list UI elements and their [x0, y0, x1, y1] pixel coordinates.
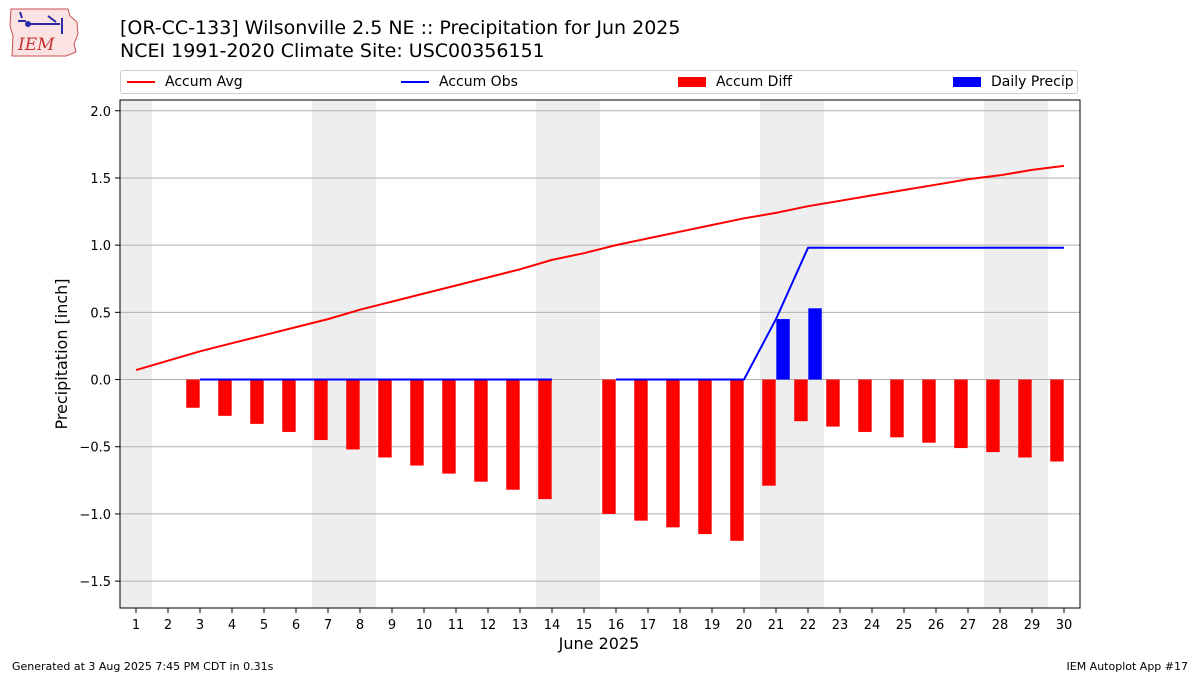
x-tick-label: 11	[448, 618, 465, 633]
x-tick-label: 4	[228, 618, 236, 633]
accum-diff-bar	[378, 379, 392, 458]
x-tick-label: 17	[640, 618, 657, 633]
legend-item-daily-precip: Daily Precip	[953, 71, 1074, 93]
y-tick-label: 2.0	[90, 105, 111, 120]
x-tick-label: 2	[164, 618, 172, 633]
x-tick-label: 21	[768, 618, 785, 633]
y-tick-label: −0.5	[79, 441, 111, 456]
x-tick-label: 16	[608, 618, 625, 633]
accum-diff-bar	[186, 379, 200, 408]
legend-item-accum-obs: Accum Obs	[401, 71, 518, 93]
x-tick-label: 22	[800, 618, 817, 633]
weekend-band	[1016, 100, 1048, 608]
accum-diff-bar	[602, 379, 616, 514]
accum-diff-bar	[1018, 379, 1032, 458]
accum-diff-bar	[218, 379, 232, 416]
plot-frame	[119, 99, 1081, 609]
legend-item-accum-diff: Accum Diff	[678, 71, 792, 93]
y-tick-label: 1.0	[90, 239, 111, 254]
x-tick-label: 29	[1024, 618, 1041, 633]
x-tick-label: 7	[324, 618, 332, 633]
accum-avg-line	[135, 164, 1065, 372]
accum-diff-bar	[1050, 379, 1064, 462]
x-tick-label: 10	[416, 618, 433, 633]
accum-diff-bar	[474, 379, 488, 482]
accum-diff-bar	[730, 379, 744, 541]
accum-diff-bar	[314, 379, 328, 441]
accum-diff-bar	[794, 379, 808, 422]
legend-swatch-daily-precip	[953, 77, 981, 87]
accum-diff-bar	[826, 379, 840, 427]
x-tick-label: 15	[576, 618, 593, 633]
chart-title: [OR-CC-133] Wilsonville 2.5 NE :: Precip…	[120, 17, 681, 39]
accum-diff-bar	[666, 379, 680, 528]
weekend-band	[984, 100, 1016, 608]
accum-diff-bar	[954, 379, 968, 449]
x-axis-label: June 2025	[558, 634, 640, 653]
x-tick-label: 24	[864, 618, 881, 633]
x-tick-label: 1	[132, 618, 140, 633]
legend: Accum Avg Accum Obs Accum Diff Daily Pre…	[120, 70, 1078, 94]
svg-text:IEM: IEM	[17, 35, 55, 55]
accum-diff-bar	[442, 379, 456, 474]
accum-diff-bar	[506, 379, 520, 490]
x-tick-label: 30	[1056, 618, 1073, 633]
y-tick-label: −1.5	[79, 575, 111, 590]
x-tick-label: 19	[704, 618, 721, 633]
legend-label: Accum Obs	[439, 74, 518, 90]
weekend-band	[120, 100, 152, 608]
legend-swatch-accum-obs	[401, 81, 429, 83]
y-tick-label: 1.5	[90, 172, 111, 187]
legend-label: Accum Diff	[716, 74, 793, 90]
legend-label: Daily Precip	[991, 74, 1074, 90]
legend-item-accum-avg: Accum Avg	[127, 71, 243, 93]
x-tick-label: 13	[512, 618, 529, 633]
weekend-band	[568, 100, 600, 608]
iem-logo: IEM	[9, 8, 79, 57]
x-tick-label: 12	[480, 618, 497, 633]
x-tick-label: 25	[896, 618, 913, 633]
x-tick-label: 23	[832, 618, 849, 633]
weekend-band	[312, 100, 344, 608]
weekend-band	[344, 100, 376, 608]
y-tick-label: 0.5	[90, 306, 111, 321]
accum-diff-bar	[698, 379, 712, 535]
x-tick-label: 5	[260, 618, 268, 633]
accum-diff-bar	[282, 379, 296, 432]
y-axis-label: Precipitation [inch]	[52, 278, 71, 429]
footer-app: IEM Autoplot App #17	[1066, 660, 1189, 673]
x-tick-label: 3	[196, 618, 204, 633]
x-tick-label: 20	[736, 618, 753, 633]
accum-diff-bar	[538, 379, 552, 500]
daily-precip-bar	[776, 319, 790, 380]
accum-obs-line	[616, 246, 1064, 381]
x-tick-label: 8	[356, 618, 364, 633]
x-tick-label: 9	[388, 618, 396, 633]
y-tick-label: −1.0	[79, 508, 111, 523]
accum-diff-bar	[346, 379, 360, 450]
x-tick-label: 28	[992, 618, 1009, 633]
accum-diff-bar	[890, 379, 904, 438]
x-tick-label: 18	[672, 618, 689, 633]
accum-diff-bar	[762, 379, 776, 486]
chart-subtitle: NCEI 1991-2020 Climate Site: USC00356151	[120, 40, 545, 62]
weekend-band	[536, 100, 568, 608]
legend-swatch-accum-diff	[678, 77, 706, 87]
accum-diff-bar	[410, 379, 424, 466]
accum-diff-bar	[986, 379, 1000, 453]
daily-precip-bar	[808, 308, 822, 380]
x-tick-label: 6	[292, 618, 300, 633]
accum-diff-bar	[858, 379, 872, 432]
accum-diff-bar	[250, 379, 264, 424]
x-tick-label: 14	[544, 618, 561, 633]
legend-swatch-accum-avg	[127, 81, 155, 83]
accum-diff-bar	[922, 379, 936, 443]
x-tick-label: 27	[960, 618, 977, 633]
accum-diff-bar	[634, 379, 648, 521]
legend-label: Accum Avg	[165, 74, 243, 90]
footer-generated: Generated at 3 Aug 2025 7:45 PM CDT in 0…	[12, 660, 274, 673]
y-tick-label: 0.0	[90, 374, 111, 389]
x-tick-label: 26	[928, 618, 945, 633]
